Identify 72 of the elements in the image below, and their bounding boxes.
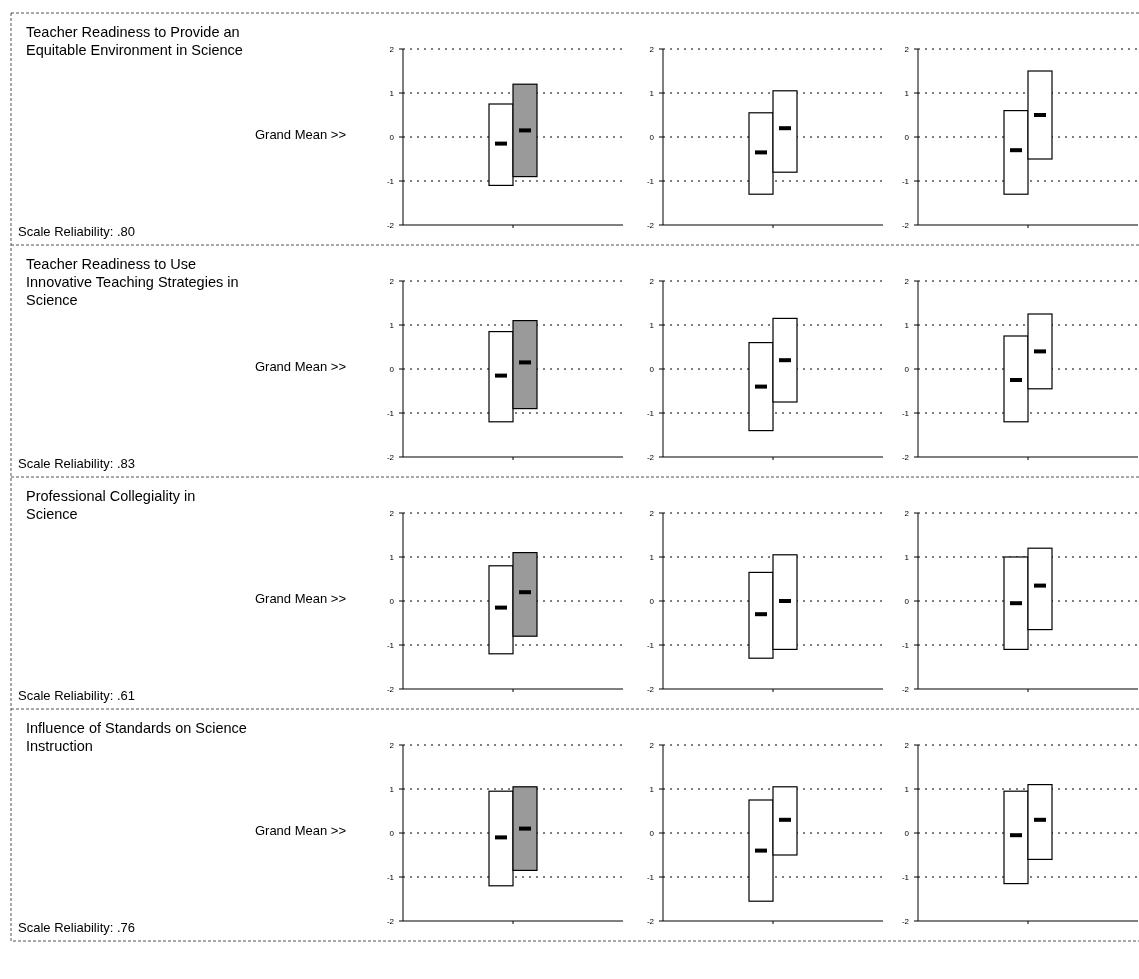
text: Grand Mean >> [254,823,346,838]
y-tick-label: 1 [649,552,655,562]
y-tick-label: -1 [386,640,395,650]
y-tick-label: -2 [386,452,395,462]
y-tick-label: -1 [901,408,910,418]
y-tick-label: 0 [649,596,655,606]
y-tick-label: -2 [386,916,395,926]
y-tick-label: 0 [649,132,655,142]
y-tick-label: 1 [904,88,910,98]
y-tick-label: 1 [649,88,655,98]
y-tick-label: 2 [389,276,395,286]
y-tick-label: 2 [904,276,910,286]
y-tick-label: 0 [389,364,395,374]
y-tick-label: 0 [904,828,910,838]
y-tick-label: 1 [389,88,395,98]
y-tick-label: -2 [646,452,655,462]
y-tick-label: 0 [649,828,655,838]
y-tick-label: 2 [649,740,655,750]
y-tick-label: 2 [649,508,655,518]
text: Teacher Readiness to Provide an Equitable Environment in Science [26,24,243,58]
text: Professional Collegiality in Science [26,488,196,522]
text: Grand Mean >> [254,127,346,142]
y-tick-label: -1 [901,176,910,186]
y-tick-label: 1 [904,552,910,562]
y-tick-label: -1 [646,872,655,882]
y-tick-label: 2 [649,276,655,286]
y-tick-label: 0 [904,364,910,374]
y-tick-label: 0 [389,132,395,142]
y-tick-label: 1 [649,320,655,330]
y-tick-label: -1 [386,176,395,186]
y-tick-label: 1 [389,552,395,562]
y-tick-label: -2 [901,452,910,462]
y-tick-label: -1 [646,176,655,186]
y-tick-label: -2 [386,220,395,230]
text: Influence of Standards on Science Instruction [26,720,247,754]
y-tick-label: 0 [904,596,910,606]
y-tick-label: 2 [389,508,395,518]
y-tick-label: 1 [904,320,910,330]
y-tick-label: 1 [904,784,910,794]
y-tick-label: 2 [389,740,395,750]
y-tick-label: 1 [389,784,395,794]
y-tick-label: -2 [901,684,910,694]
y-tick-label: -2 [386,684,395,694]
text: Scale Reliability: .80 [18,224,136,239]
y-tick-label: 2 [904,508,910,518]
text: Scale Reliability: .61 [18,688,136,703]
y-tick-label: -1 [901,640,910,650]
y-tick-label: 0 [649,364,655,374]
y-tick-label: -2 [901,916,910,926]
y-tick-label: -1 [646,640,655,650]
y-tick-label: 0 [389,596,395,606]
y-tick-label: 0 [904,132,910,142]
y-tick-label: 1 [649,784,655,794]
y-tick-label: 2 [904,44,910,54]
y-tick-label: -2 [646,220,655,230]
y-tick-label: 2 [649,44,655,54]
y-tick-label: -1 [646,408,655,418]
y-tick-label: 2 [904,740,910,750]
y-tick-label: -2 [901,220,910,230]
y-tick-label: -2 [646,916,655,926]
text: Scale Reliability: .76 [18,920,136,935]
y-tick-label: 2 [389,44,395,54]
y-tick-label: -2 [646,684,655,694]
y-tick-label: -1 [901,872,910,882]
text: Grand Mean >> [254,591,346,606]
y-tick-label: -1 [386,872,395,882]
text: Scale Reliability: .83 [18,456,136,471]
y-tick-label: 0 [389,828,395,838]
y-tick-label: -1 [386,408,395,418]
text: Teacher Readiness to Use Innovative Teaching Strategies in Science [26,256,239,308]
text: Grand Mean >> [254,359,346,374]
y-tick-label: 1 [389,320,395,330]
